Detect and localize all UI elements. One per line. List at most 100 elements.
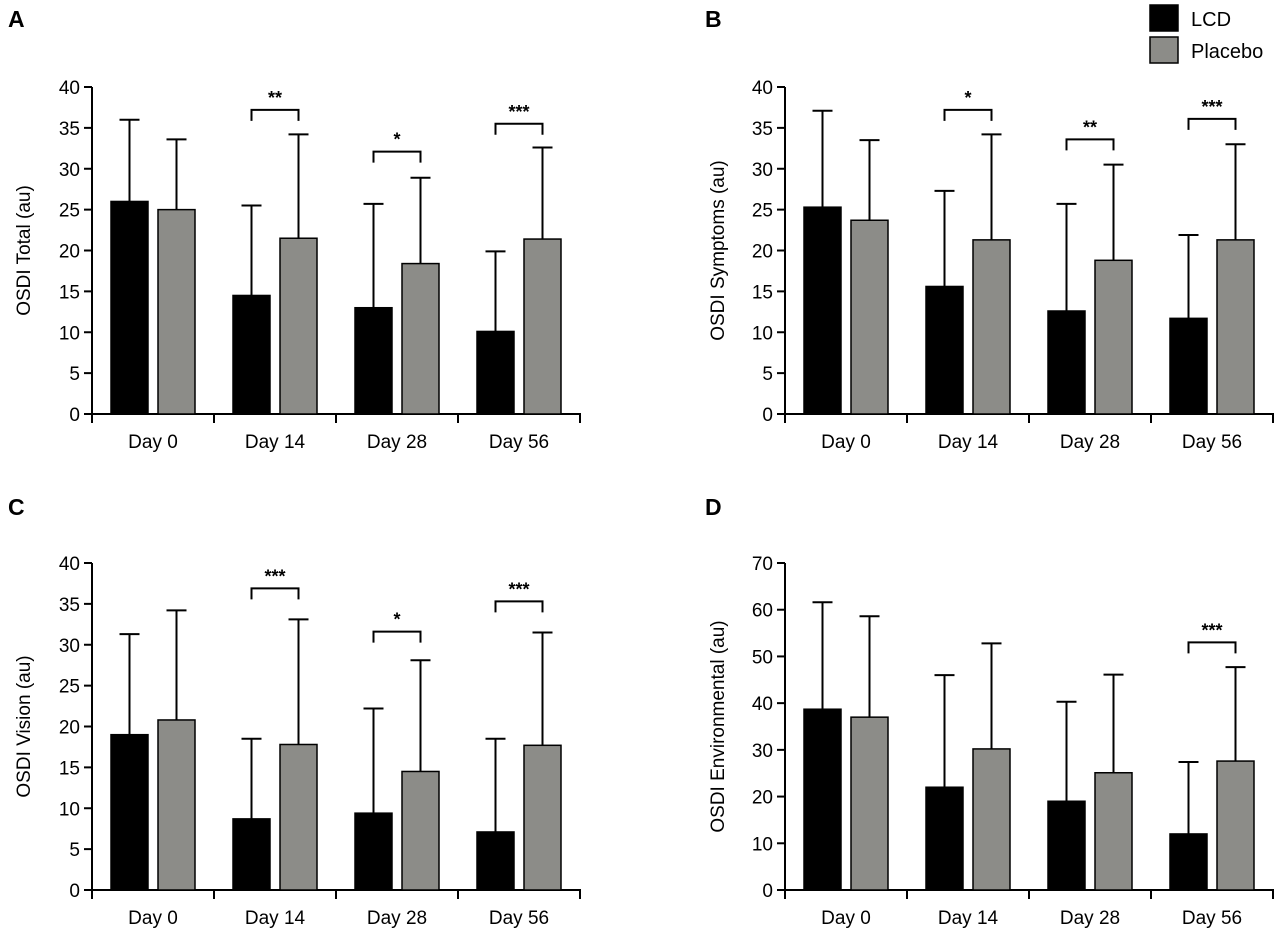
bar-lcd — [110, 733, 149, 891]
y-tick-label: 30 — [752, 160, 773, 181]
bar-lcd — [803, 708, 842, 891]
y-tick-label: 40 — [59, 554, 80, 575]
bar-lcd — [476, 330, 515, 415]
y-axis-title: OSDI Symptoms (au) — [708, 160, 729, 341]
y-tick-label: 10 — [752, 834, 773, 855]
bar-placebo — [850, 219, 889, 415]
significance-bracket — [1187, 641, 1237, 654]
y-tick-label: 0 — [762, 881, 773, 902]
y-axis-title: OSDI Total (au) — [14, 185, 35, 316]
bar-lcd — [1047, 310, 1086, 415]
y-tick-label: 5 — [69, 364, 80, 385]
significance-label: *** — [1201, 620, 1222, 640]
legend-swatch-placebo — [1149, 36, 1179, 64]
y-axis-title: OSDI Environmental (au) — [708, 620, 729, 832]
y-tick-label: 0 — [762, 405, 773, 426]
panel-c: C 0 5 10 15 20 25 30 35 40 OSDI Vision (au) Day 0 Da… — [8, 494, 581, 929]
bar-placebo — [972, 239, 1011, 415]
bar-lcd — [1169, 833, 1208, 891]
y-tick-label: 25 — [59, 677, 80, 698]
significance-label: ** — [268, 88, 282, 108]
x-tick-label: Day 0 — [128, 908, 178, 929]
panel-letter: C — [8, 494, 25, 520]
panel-d: D 0 10 20 30 40 50 60 70 OSDI Environmental (au) D… — [705, 494, 1274, 929]
significance-label: * — [393, 130, 400, 150]
significance-label: *** — [1201, 97, 1222, 117]
significance-bracket — [1187, 117, 1237, 130]
bar-placebo — [850, 716, 889, 891]
x-tick-label: Day 28 — [1060, 908, 1120, 929]
bar-lcd — [803, 206, 842, 415]
y-tick-label: 40 — [752, 694, 773, 715]
y-axis-title: OSDI Vision (au) — [14, 655, 35, 797]
y-tick-label: 15 — [59, 758, 80, 779]
significance-bracket — [372, 630, 422, 643]
y-tick-label: 35 — [59, 119, 80, 140]
x-tick-label: Day 14 — [245, 908, 306, 929]
bar-placebo — [1216, 760, 1255, 891]
significance-bracket — [943, 108, 993, 121]
bar-placebo — [401, 262, 440, 415]
legend-swatch-lcd — [1149, 4, 1179, 32]
y-tick-label: 20 — [59, 718, 80, 739]
x-tick-label: Day 28 — [367, 908, 427, 929]
bar-placebo — [1216, 239, 1255, 415]
y-tick-label: 5 — [69, 840, 80, 861]
y-tick-label: 50 — [752, 647, 773, 668]
y-tick-label: 10 — [59, 323, 80, 344]
legend-label-lcd: LCD — [1191, 9, 1231, 31]
bar-placebo — [157, 719, 196, 891]
significance-label: ** — [1083, 117, 1097, 137]
x-tick-label: Day 14 — [938, 908, 999, 929]
bar-lcd — [232, 818, 271, 891]
bar-placebo — [279, 743, 318, 891]
bar-lcd — [1047, 800, 1086, 891]
significance-label: *** — [508, 102, 529, 122]
panel-letter: A — [8, 6, 25, 32]
significance-label: * — [393, 610, 400, 630]
significance-label: *** — [264, 566, 285, 586]
significance-bracket — [250, 108, 300, 121]
x-tick-label: Day 28 — [1060, 432, 1120, 453]
significance-bracket — [372, 150, 422, 163]
bar-placebo — [157, 208, 196, 415]
y-tick-label: 70 — [752, 554, 773, 575]
y-tick-label: 25 — [752, 201, 773, 222]
significance-bracket — [494, 122, 544, 135]
y-tick-label: 35 — [752, 119, 773, 140]
bar-placebo — [523, 238, 562, 415]
y-tick-label: 15 — [59, 282, 80, 303]
significance-bracket — [494, 600, 544, 613]
bar-lcd — [110, 200, 149, 415]
y-tick-label: 30 — [59, 160, 80, 181]
x-tick-label: Day 14 — [938, 432, 999, 453]
y-tick-label: 30 — [752, 741, 773, 762]
bar-lcd — [1169, 317, 1208, 415]
x-tick-label: Day 14 — [245, 432, 306, 453]
y-tick-label: 30 — [59, 636, 80, 657]
y-tick-label: 15 — [752, 282, 773, 303]
bar-lcd — [925, 786, 964, 891]
x-tick-label: Day 56 — [1182, 908, 1242, 929]
panel-letter: B — [705, 6, 722, 32]
y-tick-label: 0 — [69, 405, 80, 426]
bar-placebo — [523, 744, 562, 891]
significance-bracket — [250, 587, 300, 600]
y-tick-label: 25 — [59, 201, 80, 222]
y-tick-label: 40 — [752, 78, 773, 99]
y-tick-label: 40 — [59, 78, 80, 99]
y-tick-label: 10 — [752, 323, 773, 344]
y-tick-label: 10 — [59, 799, 80, 820]
panel-letter: D — [705, 494, 722, 520]
y-tick-label: 5 — [762, 364, 773, 385]
bar-placebo — [1094, 259, 1133, 415]
bar-placebo — [401, 770, 440, 891]
y-tick-label: 20 — [752, 788, 773, 809]
x-tick-label: Day 56 — [489, 432, 549, 453]
bar-lcd — [354, 812, 393, 891]
y-tick-label: 35 — [59, 595, 80, 616]
significance-bracket — [1065, 138, 1115, 151]
bar-lcd — [354, 306, 393, 415]
x-tick-label: Day 0 — [821, 908, 871, 929]
